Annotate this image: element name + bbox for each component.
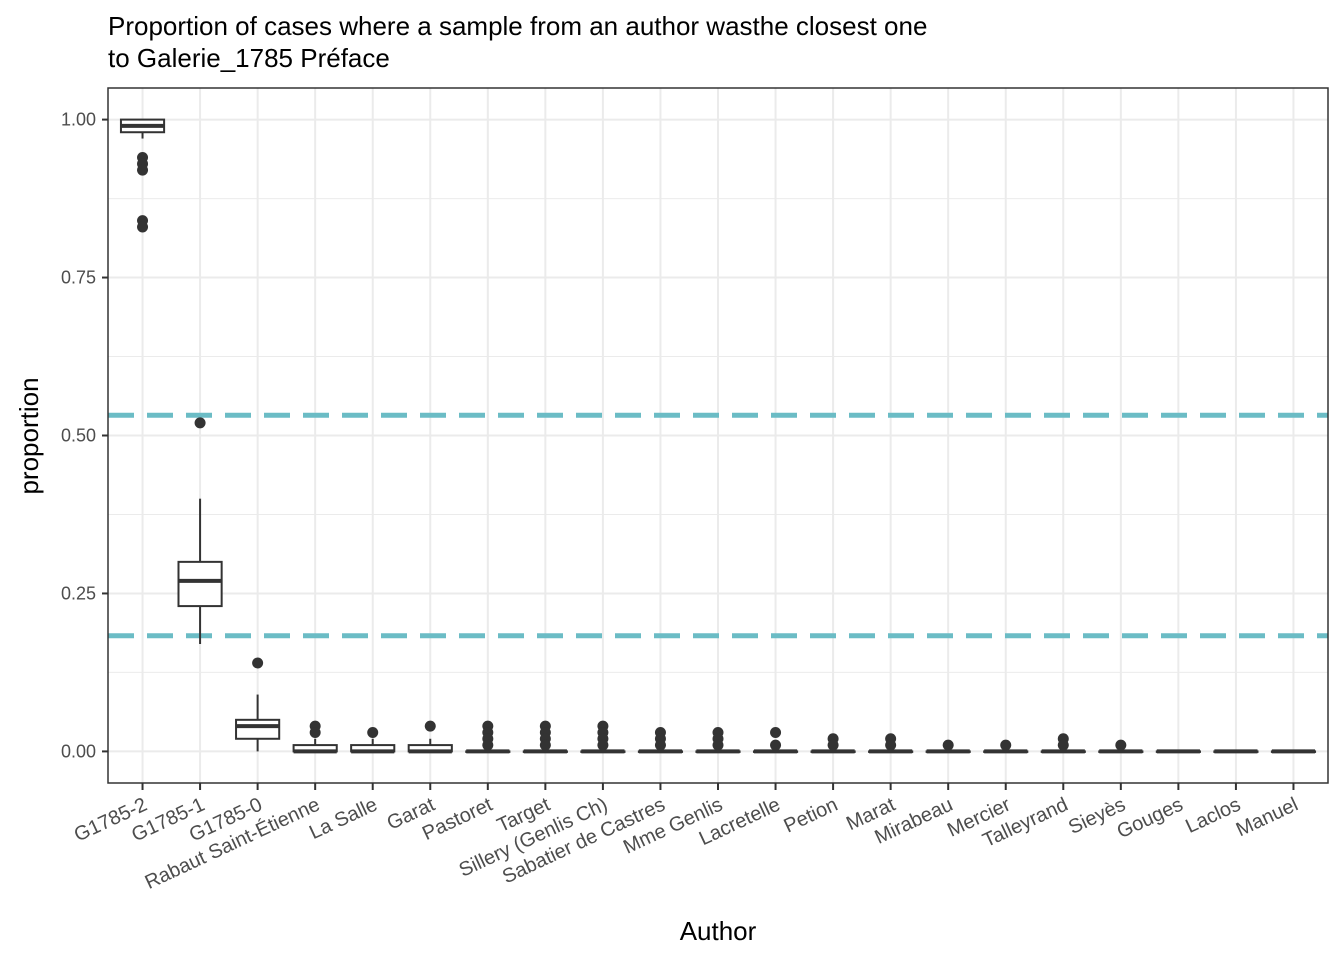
outlier-point — [482, 739, 494, 751]
box-laclos — [1213, 749, 1259, 754]
y-axis: 0.00 0.25 0.50 0.75 1.00 — [61, 110, 108, 761]
outlier-point — [770, 739, 782, 751]
outlier-point — [1057, 739, 1069, 751]
box-lacretelle — [752, 726, 799, 754]
outlier-point — [654, 739, 666, 751]
x-tick-label: Manuel — [1233, 794, 1302, 842]
box-mercier — [983, 739, 1029, 754]
box-la-salle — [350, 726, 396, 754]
outlier-point — [770, 726, 782, 738]
outlier-point — [367, 726, 379, 738]
outlier-point — [137, 164, 149, 176]
box-siey-s — [1098, 739, 1144, 754]
box-pastoret — [465, 720, 511, 754]
x-tick-label: Gouges — [1114, 794, 1187, 844]
box-talleyrand — [1040, 733, 1086, 754]
outlier-point — [137, 221, 149, 233]
x-tick-label: Petion — [781, 794, 842, 838]
y-tick-label: 1.00 — [61, 110, 96, 130]
outlier-point — [1000, 739, 1012, 751]
box-rabaut-saint-tienne — [292, 720, 338, 754]
box-marat — [868, 733, 914, 754]
box-target — [522, 720, 568, 754]
chart-title-line1: Proportion of cases where a sample from … — [108, 11, 927, 41]
box-garat — [407, 720, 453, 754]
box-iqr — [177, 560, 223, 608]
x-axis-title: Author — [680, 916, 757, 946]
y-axis-title: proportion — [14, 377, 44, 494]
outlier-point — [597, 739, 609, 751]
box-mirabeau — [925, 739, 971, 754]
reference-lines — [108, 412, 1328, 639]
outlier-point — [424, 720, 436, 732]
outlier-point — [712, 739, 724, 751]
y-tick-label: 0.00 — [61, 741, 96, 761]
box-iqr — [235, 718, 281, 740]
box-g1785-1 — [177, 417, 223, 644]
grid — [108, 88, 1328, 783]
boxes — [119, 118, 1317, 754]
outlier-point — [194, 417, 206, 429]
box-petion — [810, 733, 856, 754]
outlier-point — [309, 726, 321, 738]
box-gouges — [1155, 749, 1201, 754]
outlier-point — [252, 657, 264, 669]
outlier-point — [539, 739, 551, 751]
box-sabatier-de-castres — [637, 726, 684, 754]
chart-title-line2: to Galerie_1785 Préface — [108, 43, 390, 73]
box-manuel — [1270, 749, 1317, 754]
box-mme-genlis — [695, 726, 741, 754]
x-tick-label: Laclos — [1182, 794, 1244, 838]
y-tick-label: 0.25 — [61, 583, 96, 603]
outlier-point — [827, 739, 839, 751]
outlier-point — [942, 739, 954, 751]
outlier-point — [1115, 739, 1127, 751]
box-g1785-0 — [235, 657, 281, 752]
box-g1785-2 — [119, 118, 166, 233]
y-tick-label: 0.75 — [61, 268, 96, 288]
box-sillery-genlis-ch- — [580, 720, 626, 754]
y-tick-label: 0.50 — [61, 426, 96, 446]
outlier-point — [885, 739, 897, 751]
